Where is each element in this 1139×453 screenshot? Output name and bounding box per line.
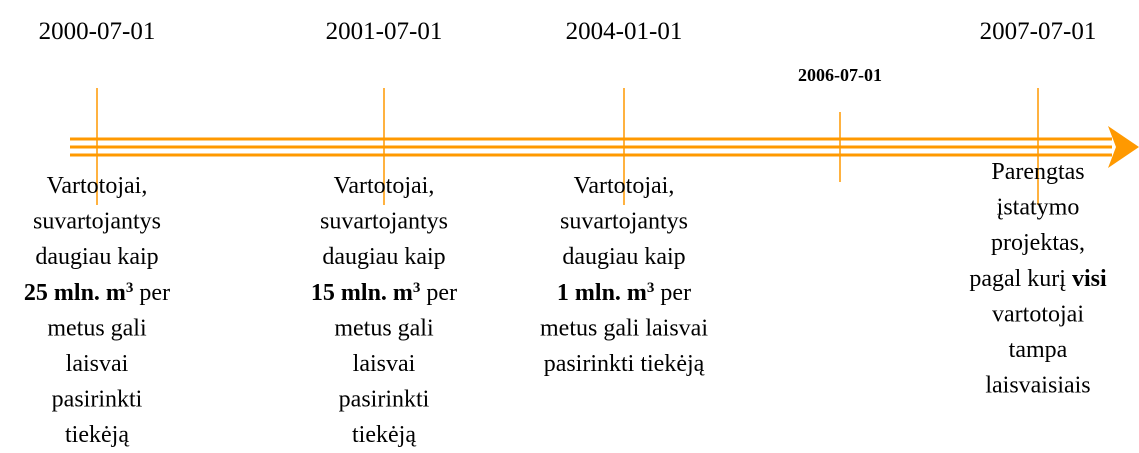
text-run: projektas, [991,230,1085,256]
event-date: 2001-07-01 [326,18,443,45]
text-run: per [420,280,457,306]
text-run: tampa [1009,337,1068,363]
description-line: laisvaisiais [985,373,1090,399]
text-run: metus gali [334,315,434,341]
description-line: 25 mln. m3 per [24,280,170,306]
event-date: 2007-07-01 [980,18,1097,45]
text-run: laisvaisiais [985,373,1090,399]
description-line: projektas, [991,230,1085,256]
description-line: metus gali [47,315,147,341]
text-run: 1 mln. m [557,280,647,306]
text-run: suvartojantys [33,209,161,235]
description-line: Vartotojai, [47,173,148,199]
description-line: metus gali [334,315,434,341]
text-run: Vartotojai, [47,173,148,199]
description-line: daugiau kaip [322,244,445,270]
superscript: 3 [413,280,421,296]
description-line: Parengtas [991,159,1084,185]
description-line: tiekėją [65,422,129,448]
text-run: 25 mln. m [24,280,126,306]
description-line: suvartojantys [320,209,448,235]
text-run: suvartojantys [560,209,688,235]
text-run: laisvai [66,351,129,377]
text-run: pagal kurį [969,266,1072,292]
description-line: suvartojantys [33,209,161,235]
description-line: Vartotojai, [334,173,435,199]
event-date: 2000-07-01 [39,18,156,45]
text-run: tiekėją [352,422,416,448]
description-line: pasirinkti [52,387,143,413]
text-run: Vartotojai, [574,173,675,199]
description-line: įstatymo [997,195,1080,221]
text-run: visi [1072,266,1107,292]
text-run: daugiau kaip [562,244,685,270]
text-run: įstatymo [997,195,1080,221]
text-run: tiekėją [65,422,129,448]
description-line: pagal kurį visi [969,266,1107,292]
milestone-date: 2006-07-01 [798,65,882,85]
text-run: daugiau kaip [35,244,158,270]
text-run: laisvai [353,351,416,377]
event-date: 2004-01-01 [566,18,683,45]
text-run: vartotojai [992,301,1084,327]
text-run: 15 mln. m [311,280,413,306]
description-line: pasirinkti tiekėją [544,351,705,377]
description-line: daugiau kaip [562,244,685,270]
description-line: laisvai [353,351,416,377]
text-run: pasirinkti [52,387,143,413]
superscript: 3 [126,280,134,296]
timeline-arrow [70,126,1139,168]
description-line: laisvai [66,351,129,377]
text-run: Vartotojai, [334,173,435,199]
description-line: daugiau kaip [35,244,158,270]
text-run: per [654,280,691,306]
description-line: tampa [1009,337,1068,363]
description-line: tiekėją [352,422,416,448]
description-line: pasirinkti [339,387,430,413]
arrow-head [1108,126,1139,168]
description-line: Vartotojai, [574,173,675,199]
description-line: 15 mln. m3 per [311,280,457,306]
description-line: 1 mln. m3 per [557,280,691,306]
text-run: Parengtas [991,159,1084,185]
text-run: suvartojantys [320,209,448,235]
text-run: metus gali [47,315,147,341]
text-run: pasirinkti [339,387,430,413]
description-line: metus gali laisvai [540,315,708,341]
description-line: vartotojai [992,301,1084,327]
text-run: metus gali laisvai [540,315,708,341]
text-run: daugiau kaip [322,244,445,270]
text-run: per [133,280,170,306]
superscript: 3 [647,280,655,296]
description-line: suvartojantys [560,209,688,235]
text-run: pasirinkti tiekėją [544,351,705,377]
